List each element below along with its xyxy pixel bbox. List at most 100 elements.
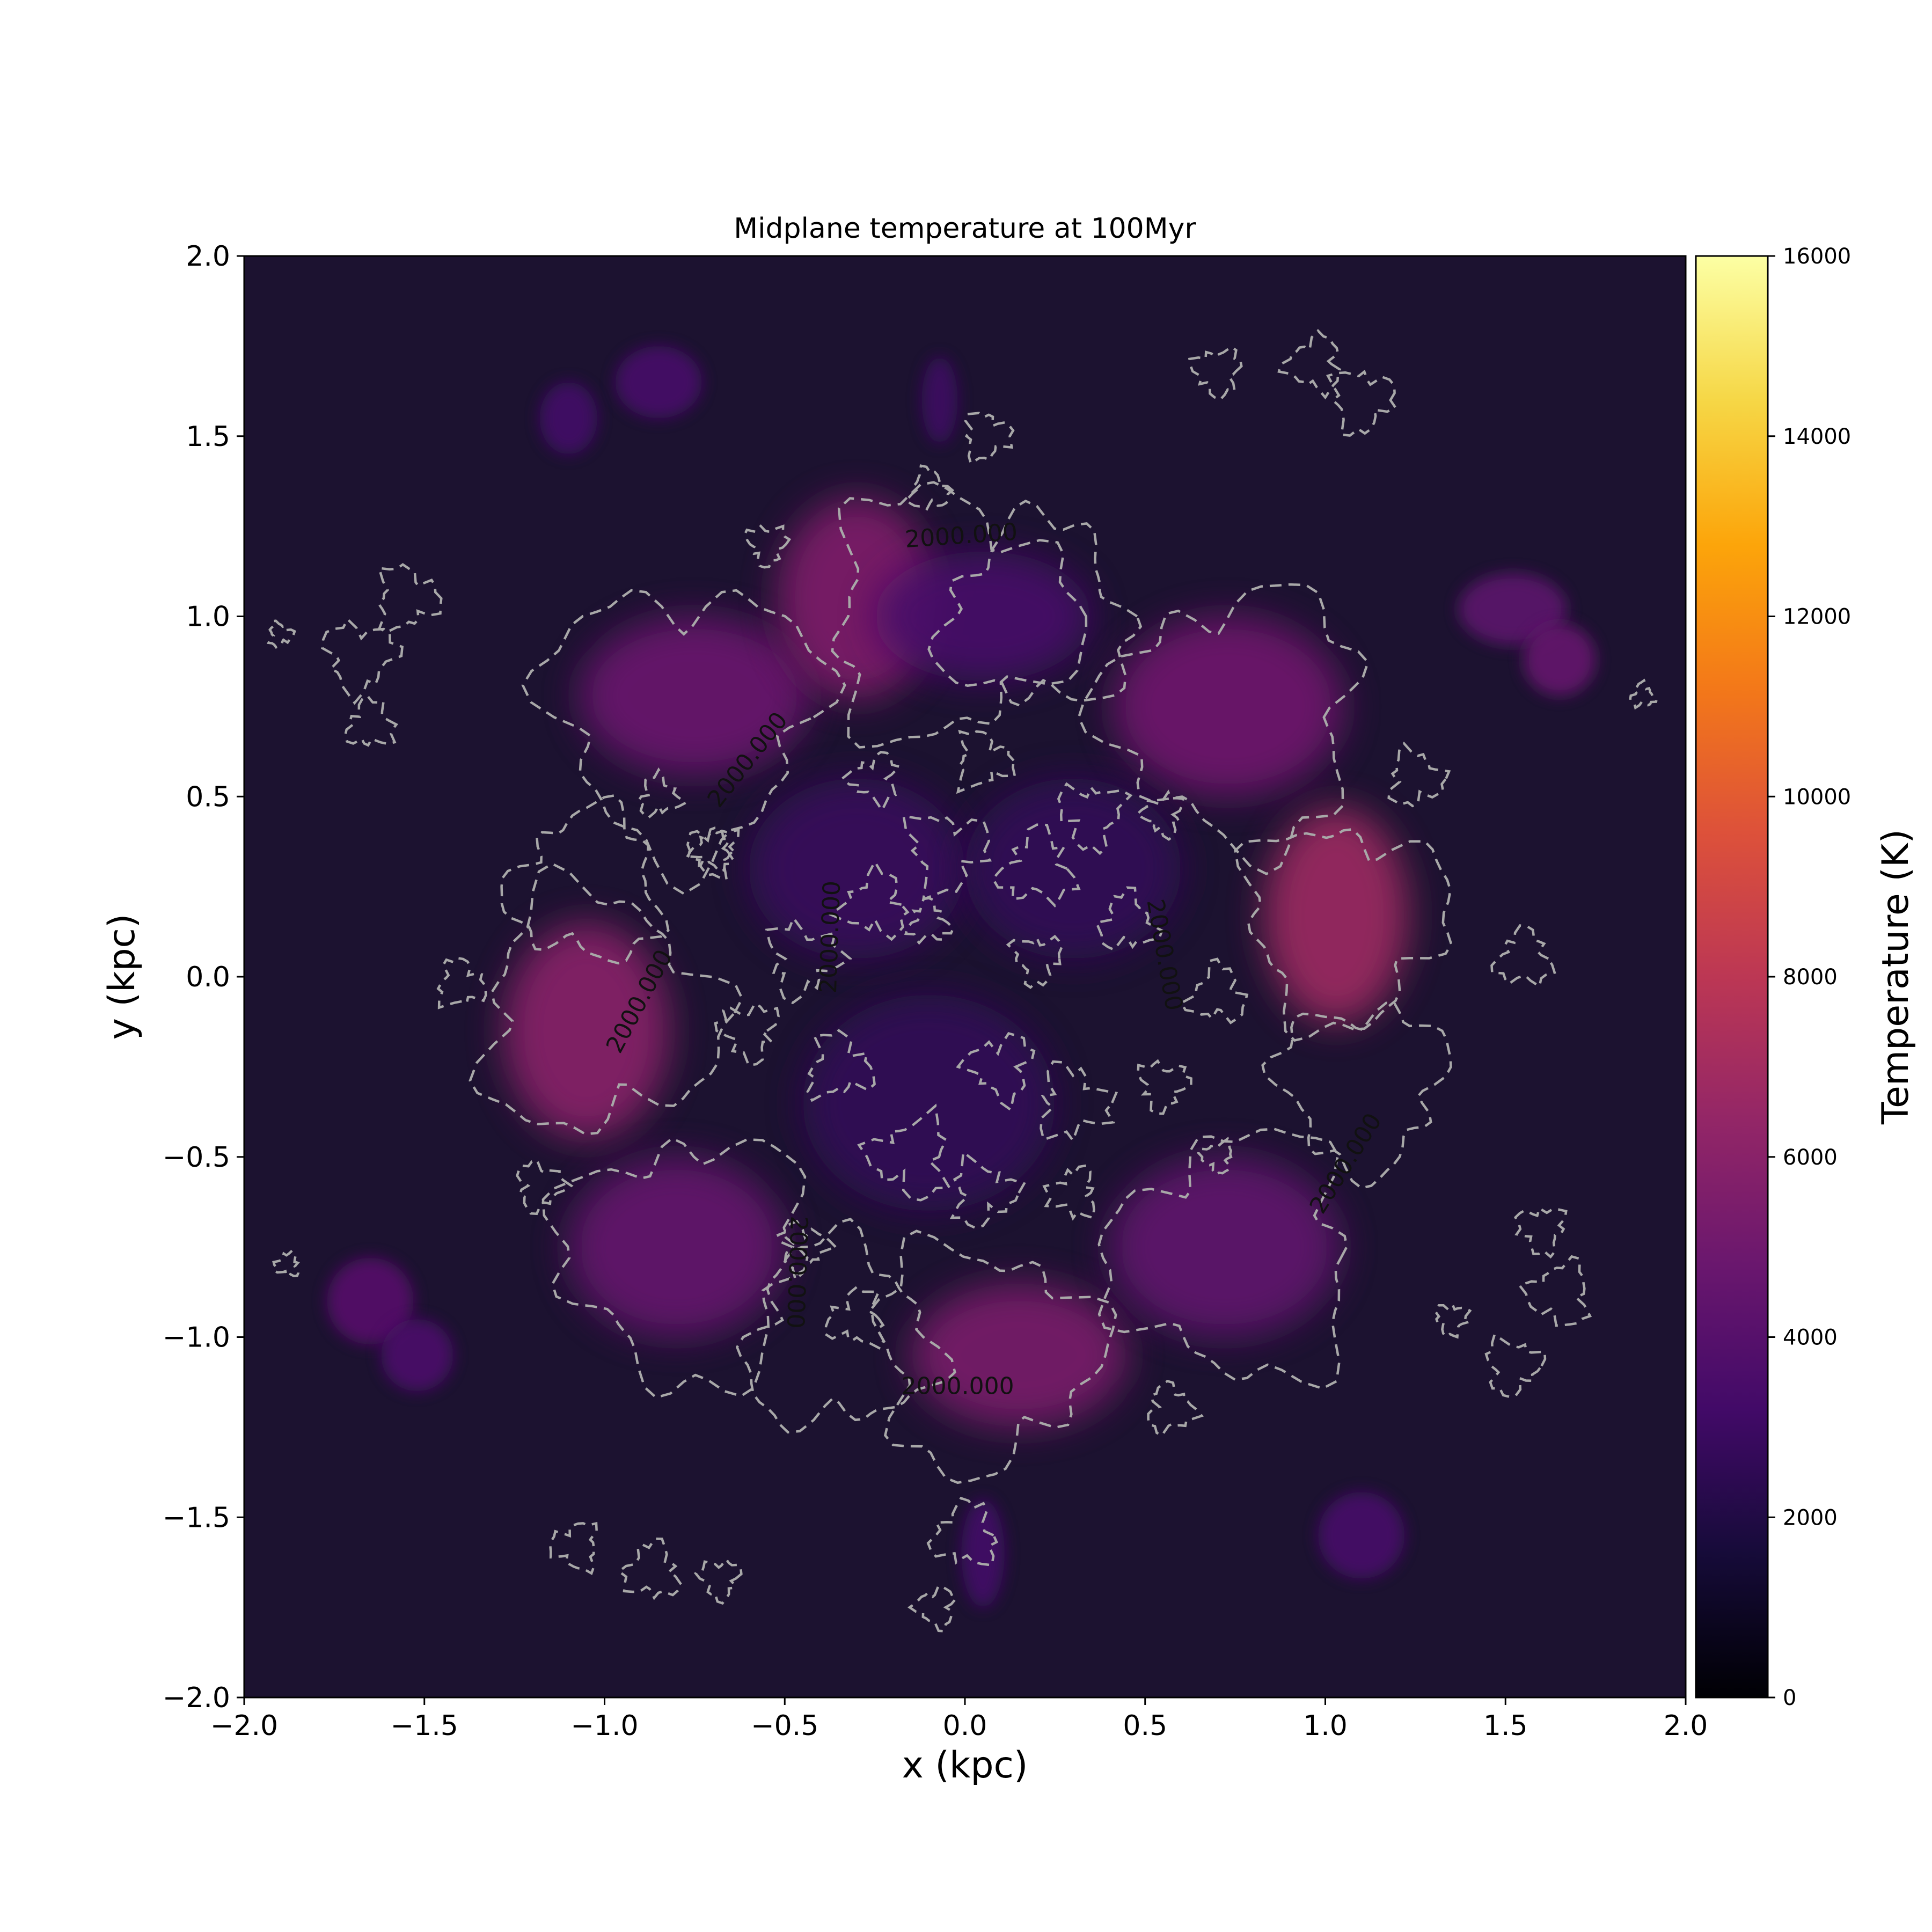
contour-line (907, 1584, 958, 1633)
contour-line (840, 751, 902, 813)
contour-line (636, 767, 689, 819)
contour-line (272, 1249, 300, 1279)
contour-line (735, 1218, 956, 1434)
y-tick-label: −2.0 (163, 1682, 230, 1714)
hot-region (921, 357, 958, 444)
contour-2000-lines (266, 328, 1658, 1633)
x-tick-label: 0.0 (943, 1710, 987, 1742)
contour-line (549, 1521, 598, 1575)
y-tick-label: 2.0 (186, 240, 230, 273)
contour-line (1261, 1001, 1452, 1190)
y-axis-label: y (kpc) (101, 914, 143, 1040)
contour-line (776, 1219, 838, 1282)
hot-region (875, 551, 1092, 682)
contour-line (1197, 1137, 1233, 1176)
hot-region (1113, 616, 1344, 797)
contour-line (956, 729, 1016, 794)
x-tick-label: 1.0 (1303, 1710, 1348, 1742)
contour-line (927, 499, 1143, 707)
colorbar-tick-label: 10000 (1783, 785, 1851, 809)
y-tick-label: −0.5 (163, 1141, 230, 1174)
contour-line (436, 957, 487, 1009)
contour-line (824, 1285, 885, 1351)
contour-line (1180, 957, 1249, 1024)
contour-line (1188, 345, 1243, 401)
contour-line (1514, 1206, 1568, 1259)
contour-line (1077, 583, 1370, 875)
hot-region (568, 1157, 785, 1337)
contour-line (686, 826, 735, 873)
hot-region (1523, 623, 1596, 696)
contour-line (521, 589, 846, 895)
contour-line (904, 897, 955, 945)
contour-line (1137, 1059, 1192, 1115)
heatmap-hot-regions (327, 346, 1596, 1608)
contour-label: 2000.000 (781, 1216, 813, 1329)
contour-line (765, 916, 853, 1005)
contour-line (469, 862, 744, 1136)
contour-line (516, 1158, 574, 1216)
hot-region (911, 1283, 1128, 1428)
contour-line (1517, 1255, 1592, 1327)
y-tick-label: 1.5 (186, 421, 230, 453)
contour-line (1094, 886, 1163, 952)
colorbar-tick-label: 8000 (1783, 965, 1838, 990)
x-axis: −2.0 −1.5 −1.0 −0.5 0.0 0.5 1.0 1.5 2.0 (210, 1697, 1708, 1742)
y-tick-label: 1.0 (186, 601, 230, 633)
colorbar-tick-label: 2000 (1783, 1505, 1838, 1530)
hot-region (1264, 807, 1408, 1024)
contour-line (693, 1557, 743, 1605)
hot-region (327, 1257, 414, 1344)
contour-line (1040, 1060, 1118, 1143)
colorbar-gradient (1695, 255, 1769, 1699)
hot-region (749, 778, 965, 959)
x-tick-label: 2.0 (1664, 1710, 1708, 1742)
colorbar-tick-label: 4000 (1783, 1326, 1838, 1350)
x-tick-label: −2.0 (210, 1710, 278, 1742)
colorbar-tick-label: 0 (1783, 1686, 1796, 1710)
hot-region (802, 994, 1055, 1211)
contour-line (266, 619, 296, 649)
contour-line (831, 481, 1088, 749)
y-tick-label: 0.5 (186, 781, 230, 813)
contour-line (1042, 1164, 1095, 1221)
y-tick-label: −1.0 (163, 1322, 230, 1354)
colorbar-tick-label: 14000 (1783, 425, 1851, 449)
contour-line (926, 1496, 998, 1567)
contour-line (1629, 678, 1658, 710)
chart-title: Midplane temperature at 100Myr (734, 213, 1196, 245)
x-tick-label: −0.5 (751, 1710, 818, 1742)
hot-region (503, 923, 670, 1139)
x-axis-label: x (kpc) (902, 1744, 1028, 1787)
y-tick-label: 0.0 (186, 961, 230, 993)
hot-region (1318, 1492, 1405, 1579)
x-tick-label: −1.5 (391, 1710, 458, 1742)
contour-line (321, 617, 404, 705)
colorbar-tick-label: 16000 (1783, 244, 1851, 269)
contour-line (1147, 1380, 1204, 1438)
x-tick-label: −1.0 (570, 1710, 638, 1742)
contour-line (1006, 934, 1064, 989)
contour-line (1326, 369, 1397, 437)
contour-line (828, 859, 910, 941)
contour-line (902, 814, 992, 902)
hot-region (615, 346, 702, 419)
hot-region (1109, 1157, 1340, 1337)
hot-region (579, 616, 810, 775)
contour-line (806, 1029, 876, 1102)
contour-line (1484, 1333, 1547, 1399)
contour-line (991, 823, 1081, 908)
colorbar: 0 2000 4000 6000 8000 10000 12000 14000 16000 Te… (1695, 244, 1917, 1710)
heatmap-background (244, 256, 1686, 1697)
hot-region (381, 1319, 453, 1392)
contour-line (964, 412, 1015, 466)
contour-line (377, 563, 443, 634)
colorbar-tick-label: 12000 (1783, 605, 1851, 630)
contour-line (714, 1001, 780, 1067)
contour-line (870, 1230, 1117, 1484)
contour-line (949, 1150, 1026, 1230)
contour-line (500, 794, 670, 965)
contour-line (904, 464, 955, 511)
